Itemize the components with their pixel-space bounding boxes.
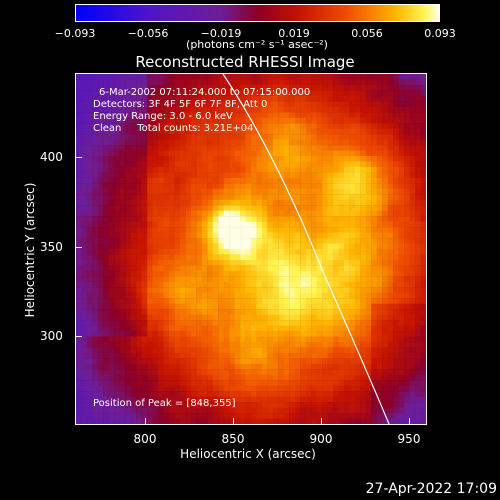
peak-position-label: Position of Peak = [848,355] bbox=[93, 398, 236, 409]
colorbar-units-label: (photons cm⁻² s⁻¹ asec⁻²) bbox=[186, 38, 328, 51]
info-detectors: Detectors: 3F 4F 5F 6F 7F 8F, Att 0 bbox=[93, 99, 268, 110]
info-time-range: 6-Mar-2002 07:11:24.000 to 07:15:00.000 bbox=[99, 87, 311, 98]
colorbar-tick-label: −0.056 bbox=[127, 27, 169, 40]
x-axis-label: Heliocentric X (arcsec) bbox=[180, 447, 316, 461]
y-tick-mark bbox=[75, 157, 82, 158]
colorbar-tick-label: 0.056 bbox=[351, 27, 383, 40]
timestamp: 27-Apr-2022 17:09 bbox=[365, 481, 497, 497]
info-method-counts: Clean Total counts: 3.21E+04 bbox=[93, 123, 254, 134]
x-tick-label: 800 bbox=[133, 432, 157, 446]
info-energy-range: Energy Range: 3.0 - 6.0 keV bbox=[93, 111, 233, 122]
y-tick-label: 300 bbox=[40, 329, 63, 343]
y-tick-mark bbox=[75, 247, 82, 248]
y-tick-label: 350 bbox=[40, 240, 63, 254]
colorbar-tick-label: −0.093 bbox=[54, 27, 96, 40]
x-tick-mark bbox=[233, 418, 234, 425]
y-axis-label: Heliocentric Y (arcsec) bbox=[23, 182, 37, 318]
x-tick-mark bbox=[409, 418, 410, 425]
solar-limb-line bbox=[222, 74, 390, 424]
x-tick-mark bbox=[145, 418, 146, 425]
colorbar bbox=[75, 4, 440, 22]
x-tick-label: 950 bbox=[397, 432, 421, 446]
x-tick-label: 900 bbox=[309, 432, 333, 446]
plot-title: Reconstructed RHESSI Image bbox=[135, 53, 355, 71]
rhessi-image-heatmap bbox=[76, 74, 426, 424]
colorbar-tick-label: 0.019 bbox=[278, 27, 310, 40]
colorbar-tick-label: −0.019 bbox=[200, 27, 242, 40]
x-tick-label: 850 bbox=[221, 432, 245, 446]
y-tick-mark bbox=[75, 336, 82, 337]
y-tick-label: 400 bbox=[40, 150, 63, 164]
colorbar-tick-label: 0.093 bbox=[424, 27, 456, 40]
plot-area bbox=[75, 73, 427, 425]
x-tick-mark bbox=[321, 418, 322, 425]
